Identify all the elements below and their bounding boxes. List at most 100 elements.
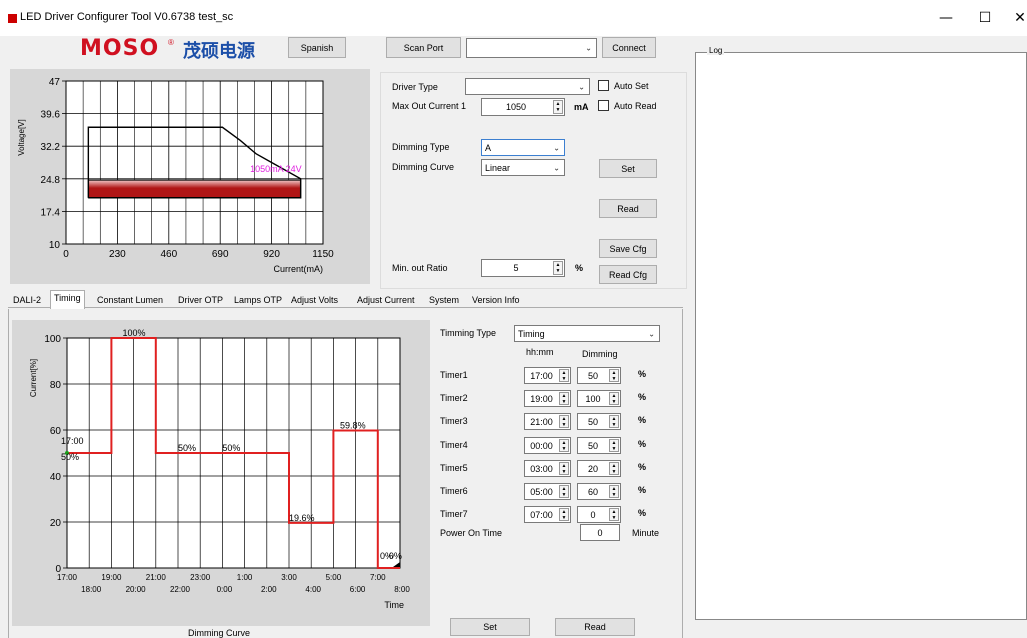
tab-driver-otp[interactable]: Driver OTP: [178, 295, 223, 305]
dimming-type-select[interactable]: A ⌄: [481, 139, 565, 156]
log-panel[interactable]: [695, 52, 1027, 620]
min-out-ratio-input[interactable]: 5 ▲ ▼: [481, 259, 565, 277]
x-tick-label: 690: [212, 249, 229, 260]
spin-arrows-icon[interactable]: ▲ ▼: [553, 100, 563, 114]
tab-adjust-volts[interactable]: Adjust Volts: [291, 295, 339, 305]
y-tick-label: 80: [50, 380, 62, 391]
x-tick-label: 4:00: [305, 585, 321, 594]
operating-point-label: 1050mA 24V: [250, 164, 302, 174]
maximize-button[interactable]: ☐: [978, 10, 992, 26]
timer-dimming-value: 100: [585, 393, 601, 404]
timer-dimming-unit: %: [638, 392, 647, 402]
data-label: 59.8%: [340, 420, 366, 430]
log-label: Log: [707, 46, 725, 55]
auto-set-checkbox[interactable]: [598, 80, 609, 91]
spin-arrows-icon[interactable]: ▲ ▼: [609, 485, 619, 498]
x-tick-label: 21:00: [146, 573, 167, 582]
spanish-button[interactable]: Spanish: [288, 37, 346, 58]
timming-type-select[interactable]: Timing ⌄: [514, 325, 660, 342]
tab-adjust-current[interactable]: Adjust Current: [357, 295, 415, 305]
spin-arrows-icon[interactable]: ▲ ▼: [553, 261, 563, 275]
timer-time-input[interactable]: 03:00 ▲ ▼: [524, 460, 571, 477]
dimming-type-label: Dimming Type: [392, 142, 450, 152]
data-label: 50%: [61, 452, 79, 462]
auto-read-label: Auto Read: [614, 101, 657, 111]
timer-dimming-input[interactable]: 0 ▲ ▼: [577, 506, 621, 523]
scan-port-button[interactable]: Scan Port: [386, 37, 461, 58]
read-cfg-button[interactable]: Read Cfg: [599, 265, 657, 284]
tab-constant-lumen[interactable]: Constant Lumen: [97, 295, 164, 305]
timer-dimming-input[interactable]: 100 ▲ ▼: [577, 390, 621, 407]
x-tick-label: 19:00: [101, 573, 122, 582]
spin-arrows-icon[interactable]: ▲ ▼: [609, 439, 619, 452]
dimming-series-line: [67, 337, 400, 569]
spin-arrows-icon[interactable]: ▲ ▼: [559, 462, 569, 475]
timer-time-input[interactable]: 05:00 ▲ ▼: [524, 483, 571, 500]
window-title: LED Driver Configurer Tool V0.6738 test_…: [20, 11, 234, 23]
y-tick-label: 32.2: [41, 142, 61, 153]
timing-set-button[interactable]: Set: [450, 618, 530, 636]
tab-lamps-otp[interactable]: Lamps OTP: [234, 295, 283, 305]
x-tick-label: 2:00: [261, 585, 277, 594]
x-tick-label: 20:00: [126, 585, 147, 594]
power-on-time-label: Power On Time: [440, 528, 503, 538]
spin-arrows-icon[interactable]: ▲ ▼: [609, 462, 619, 475]
spin-arrows-icon[interactable]: ▲ ▼: [609, 369, 619, 382]
spin-arrows-icon[interactable]: ▲ ▼: [609, 392, 619, 405]
min-out-ratio-unit: %: [575, 263, 584, 273]
power-on-time-input[interactable]: 0: [580, 524, 620, 541]
brand-registered-mark: ®: [168, 38, 174, 47]
timer-dimming-input[interactable]: 20 ▲ ▼: [577, 460, 621, 477]
auto-read-checkbox[interactable]: [598, 100, 609, 111]
driver-read-button[interactable]: Read: [599, 199, 657, 218]
timer-time-input[interactable]: 07:00 ▲ ▼: [524, 506, 571, 523]
dimming-curve-select[interactable]: Linear ⌄: [481, 159, 565, 176]
spin-arrows-icon[interactable]: ▲ ▼: [559, 415, 569, 428]
spin-arrows-icon[interactable]: ▲ ▼: [559, 485, 569, 498]
timer-dimming-input[interactable]: 50 ▲ ▼: [577, 437, 621, 454]
timer-dimming-input[interactable]: 50 ▲ ▼: [577, 367, 621, 384]
power-on-time-unit: Minute: [632, 528, 660, 538]
timer-time-input[interactable]: 00:00 ▲ ▼: [524, 437, 571, 454]
timer-time-input[interactable]: 21:00 ▲ ▼: [524, 413, 571, 430]
chevron-down-icon: ⌄: [553, 143, 560, 152]
dimming-curve-label: Dimming Curve: [392, 162, 455, 172]
port-select[interactable]: ⌄: [466, 38, 597, 58]
timer-dimming-input[interactable]: 50 ▲ ▼: [577, 413, 621, 430]
save-cfg-button[interactable]: Save Cfg: [599, 239, 657, 258]
x-axis-title: Current(mA): [273, 264, 323, 274]
timer-time-input[interactable]: 19:00 ▲ ▼: [524, 390, 571, 407]
connect-button[interactable]: Connect: [602, 37, 656, 58]
tab-dali-2[interactable]: DALI-2: [13, 295, 42, 305]
driver-settings-group: [380, 72, 687, 289]
timer-label: Timer7: [440, 509, 468, 519]
close-button[interactable]: ✕: [1014, 10, 1026, 26]
spin-arrows-icon[interactable]: ▲ ▼: [559, 369, 569, 382]
driver-set-button[interactable]: Set: [599, 159, 657, 178]
minimize-button[interactable]: —: [939, 10, 953, 26]
driver-type-select[interactable]: ⌄: [465, 78, 590, 95]
tab-system[interactable]: System: [429, 295, 460, 305]
chevron-down-icon: ⌄: [648, 329, 655, 338]
timer-time-value: 00:00: [530, 440, 553, 451]
x-tick-label: 17:00: [57, 573, 78, 582]
timer-dimming-unit: %: [638, 462, 647, 472]
tab-version-info[interactable]: Version Info: [472, 295, 520, 305]
spin-arrows-icon[interactable]: ▲ ▼: [609, 415, 619, 428]
spin-arrows-icon[interactable]: ▲ ▼: [609, 508, 619, 521]
spin-arrows-icon[interactable]: ▲ ▼: [559, 439, 569, 452]
tab-timing[interactable]: Timing: [50, 290, 85, 310]
spin-arrows-icon[interactable]: ▲ ▼: [559, 392, 569, 405]
timer-dimming-input[interactable]: 60 ▲ ▼: [577, 483, 621, 500]
timer-dimming-value: 0: [590, 509, 596, 520]
tab-bar: [8, 290, 683, 308]
timing-read-button[interactable]: Read: [555, 618, 635, 636]
timer-dimming-unit: %: [638, 485, 647, 495]
x-tick-label: 460: [160, 249, 177, 260]
spin-arrows-icon[interactable]: ▲ ▼: [559, 508, 569, 521]
timer-label: Timer1: [440, 370, 468, 380]
max-out-current-input[interactable]: 1050 ▲ ▼: [481, 98, 565, 116]
timer-time-input[interactable]: 17:00 ▲ ▼: [524, 367, 571, 384]
data-label: 19.6%: [289, 513, 315, 523]
timer-time-value: 21:00: [530, 416, 553, 427]
